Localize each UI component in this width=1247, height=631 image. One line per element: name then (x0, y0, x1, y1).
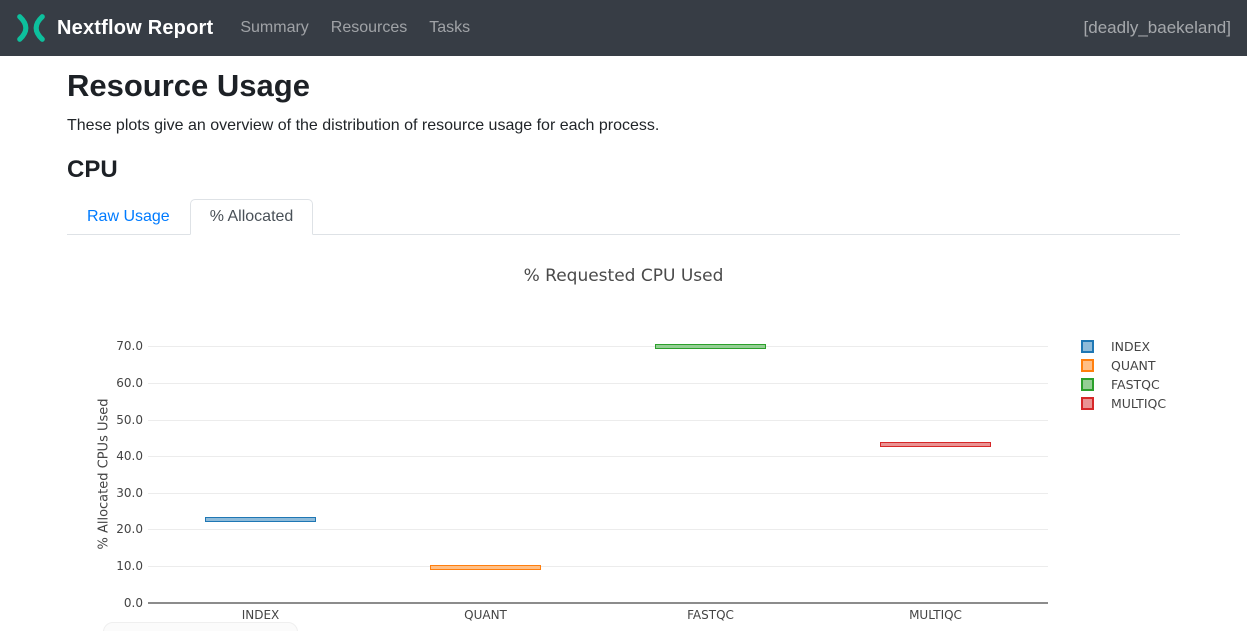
cpu-tab-bar: Raw Usage % Allocated (67, 198, 1180, 235)
legend-label: INDEX (1111, 338, 1151, 354)
legend-label: QUANT (1111, 357, 1156, 373)
x-tick-label: FASTQC (687, 607, 734, 622)
legend-swatch-icon (1081, 377, 1094, 391)
y-gridline (148, 566, 1048, 568)
x-tick-label: QUANT (464, 607, 507, 622)
tab-pct-allocated[interactable]: % Allocated (189, 198, 314, 235)
nav-item-resources[interactable]: Resources (330, 19, 408, 36)
y-tick-label: 50.0 (116, 412, 143, 427)
y-gridline (148, 492, 1048, 494)
partially-visible-element (103, 622, 298, 631)
y-tick-label: 40.0 (116, 449, 143, 464)
y-gridline (148, 346, 1048, 348)
nav-item-summary[interactable]: Summary (240, 19, 309, 36)
legend-swatch-icon (1081, 396, 1094, 410)
legend-item-quant[interactable]: QUANT (1081, 358, 1156, 373)
y-gridline (148, 419, 1048, 421)
x-tick-label: INDEX (241, 607, 280, 622)
run-name-label: [deadly_baekeland] (1083, 18, 1231, 37)
y-tick-label: 30.0 (116, 485, 143, 500)
box-trace-multiqc (880, 442, 991, 448)
section-title-cpu: CPU (67, 155, 118, 183)
legend-label: MULTIQC (1111, 395, 1167, 411)
page-subtitle: These plots give an overview of the dist… (67, 116, 660, 134)
tab-raw-usage[interactable]: Raw Usage (87, 207, 170, 225)
y-gridline (148, 456, 1048, 458)
x-axis-line (148, 601, 1048, 604)
page-title: Resource Usage (67, 68, 310, 103)
y-tick-label: 60.0 (116, 375, 143, 390)
nextflow-logo-icon (17, 14, 45, 42)
y-axis-title: % Allocated CPUs Used (96, 398, 112, 550)
cpu-allocated-boxplot: % Requested CPU Used 0.0 10.0 20.0 30.0 40.0 5… (67, 235, 1180, 631)
y-gridline (148, 382, 1048, 384)
brand-title: Nextflow Report (57, 16, 214, 39)
legend-item-multiqc[interactable]: MULTIQC (1081, 396, 1166, 411)
y-tick-label: 10.0 (116, 559, 143, 574)
content: Resource Usage These plots give an overv… (0, 68, 1247, 631)
brand[interactable]: Nextflow Report (16, 14, 213, 42)
box-trace-fastqc (655, 344, 766, 350)
box-trace-index (205, 516, 316, 522)
legend-item-fastqc[interactable]: FASTQC (1081, 377, 1160, 392)
y-tick-label: 0.0 (123, 595, 143, 610)
nav-item-tasks[interactable]: Tasks (429, 19, 471, 36)
y-tick-label: 70.0 (116, 339, 143, 354)
y-gridline (148, 529, 1048, 531)
nav-links: Summary Resources Tasks (229, 11, 481, 45)
legend-item-index[interactable]: INDEX (1081, 339, 1150, 354)
box-trace-quant (430, 564, 541, 570)
legend-label: FASTQC (1111, 376, 1160, 392)
legend-swatch-icon (1081, 339, 1094, 353)
y-tick-label: 20.0 (116, 522, 143, 537)
x-tick-label: MULTIQC (909, 607, 962, 622)
legend-swatch-icon (1081, 358, 1094, 372)
chart-title: % Requested CPU Used (523, 265, 724, 286)
top-navbar: Nextflow Report Summary Resources Tasks … (0, 0, 1247, 56)
